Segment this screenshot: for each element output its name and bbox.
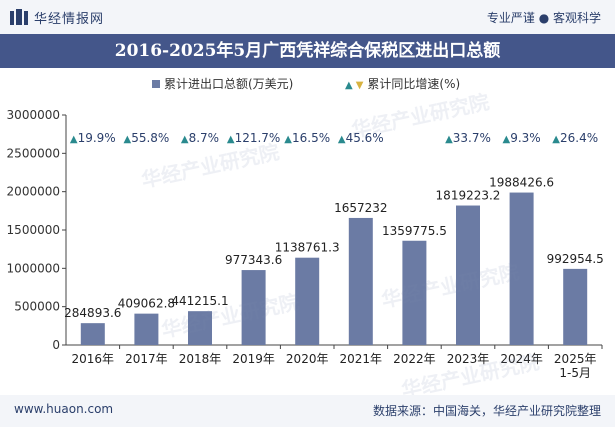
header-bar: 华经情报网 专业严谨 ● 客观科学 xyxy=(0,0,615,34)
growth-rate-label: ▲8.7% xyxy=(181,131,219,145)
y-tick-label: 1000000 xyxy=(7,261,60,275)
x-tick-label: 2022年 xyxy=(393,352,436,366)
bar xyxy=(241,270,266,345)
growth-rate-label: ▲19.9% xyxy=(70,131,116,145)
growth-rate-label: ▲33.7% xyxy=(445,131,491,145)
legend-bar-label: 累计进出口总额(万美元) xyxy=(164,77,294,91)
growth-rate-label: ▲16.5% xyxy=(284,131,330,145)
bar-value-label: 1138761.3 xyxy=(275,241,340,255)
y-tick-label: 2500000 xyxy=(7,146,60,160)
bar xyxy=(80,323,105,345)
x-tick-label: 2019年 xyxy=(232,352,275,366)
x-tick-label: 2020年 xyxy=(286,352,329,366)
x-tick-label: 2021年 xyxy=(340,352,383,366)
growth-rate-label: ▲45.6% xyxy=(338,131,384,145)
y-tick-label: 0 xyxy=(52,338,60,352)
bar xyxy=(456,205,480,345)
footer-bar: www.huaon.com 数据来源：中国海关，华经产业研究院整理 xyxy=(0,395,615,427)
bar-value-label: 409062.8 xyxy=(118,297,175,311)
bar-value-label: 977343.6 xyxy=(225,253,282,267)
legend-triangle-icon: ▲ xyxy=(345,80,353,91)
bar xyxy=(509,192,534,345)
bar xyxy=(295,257,320,345)
legend-triangle-down-icon: ▼ xyxy=(355,80,364,91)
footer-source: 数据来源：中国海关，华经产业研究院整理 xyxy=(372,404,601,418)
bar-value-label: 1819223.2 xyxy=(436,189,501,203)
bar-value-label: 992954.5 xyxy=(547,252,604,266)
footer-website: www.huaon.com xyxy=(14,402,114,416)
growth-rate-label: ▲121.7% xyxy=(227,131,280,145)
y-tick-label: 3000000 xyxy=(7,108,60,122)
growth-rate-label: ▲55.8% xyxy=(123,131,169,145)
y-tick-label: 500000 xyxy=(14,300,60,314)
brand-name: 华经情报网 xyxy=(34,12,105,27)
bar-value-label: 1657232 xyxy=(334,201,387,215)
bar xyxy=(188,311,212,345)
growth-rate-label: ▲26.4% xyxy=(552,131,598,145)
legend-line-label: 累计同比增速(%) xyxy=(367,77,461,91)
bar xyxy=(134,313,159,345)
y-tick-label: 1500000 xyxy=(7,223,60,237)
legend-bar-swatch xyxy=(152,80,160,88)
chart-title: 2016-2025年5月广西凭祥综合保税区进出口总额 xyxy=(114,41,501,61)
bar-value-label: 1359775.5 xyxy=(382,224,447,238)
x-tick-label: 2016年 xyxy=(72,352,115,366)
bar-value-label: 441215.1 xyxy=(171,294,228,308)
bar xyxy=(402,240,427,345)
growth-rate-label: ▲9.3% xyxy=(502,131,540,145)
bar xyxy=(348,217,373,345)
chart-area: 0 500000 1000000 1500000 2000000 2500000 30000… xyxy=(7,108,604,380)
bar-value-label: 1988426.6 xyxy=(489,176,554,190)
y-tick-label: 2000000 xyxy=(7,185,60,199)
bar xyxy=(563,268,588,345)
title-band xyxy=(0,34,615,68)
x-tick-label: 2024年 xyxy=(500,352,543,366)
x-tick-label: 2018年 xyxy=(179,352,222,366)
legend-item-bar: 累计进出口总额(万美元) xyxy=(152,75,293,92)
header-slogan: 专业严谨 ● 客观科学 xyxy=(486,11,601,25)
brand-logo-icon xyxy=(10,9,28,25)
x-tick-label: 2017年 xyxy=(125,352,168,366)
chart-legend: 累计进出口总额(万美元) ▲ ▼ 累计同比增速(%) xyxy=(0,75,615,93)
legend-item-line: ▲ ▼ 累计同比增速(%) xyxy=(345,75,460,92)
x-tick-label: 2025年 1-5月 xyxy=(554,352,597,380)
bar-value-label: 284893.6 xyxy=(64,306,121,320)
x-tick-label: 2023年 xyxy=(447,352,490,366)
